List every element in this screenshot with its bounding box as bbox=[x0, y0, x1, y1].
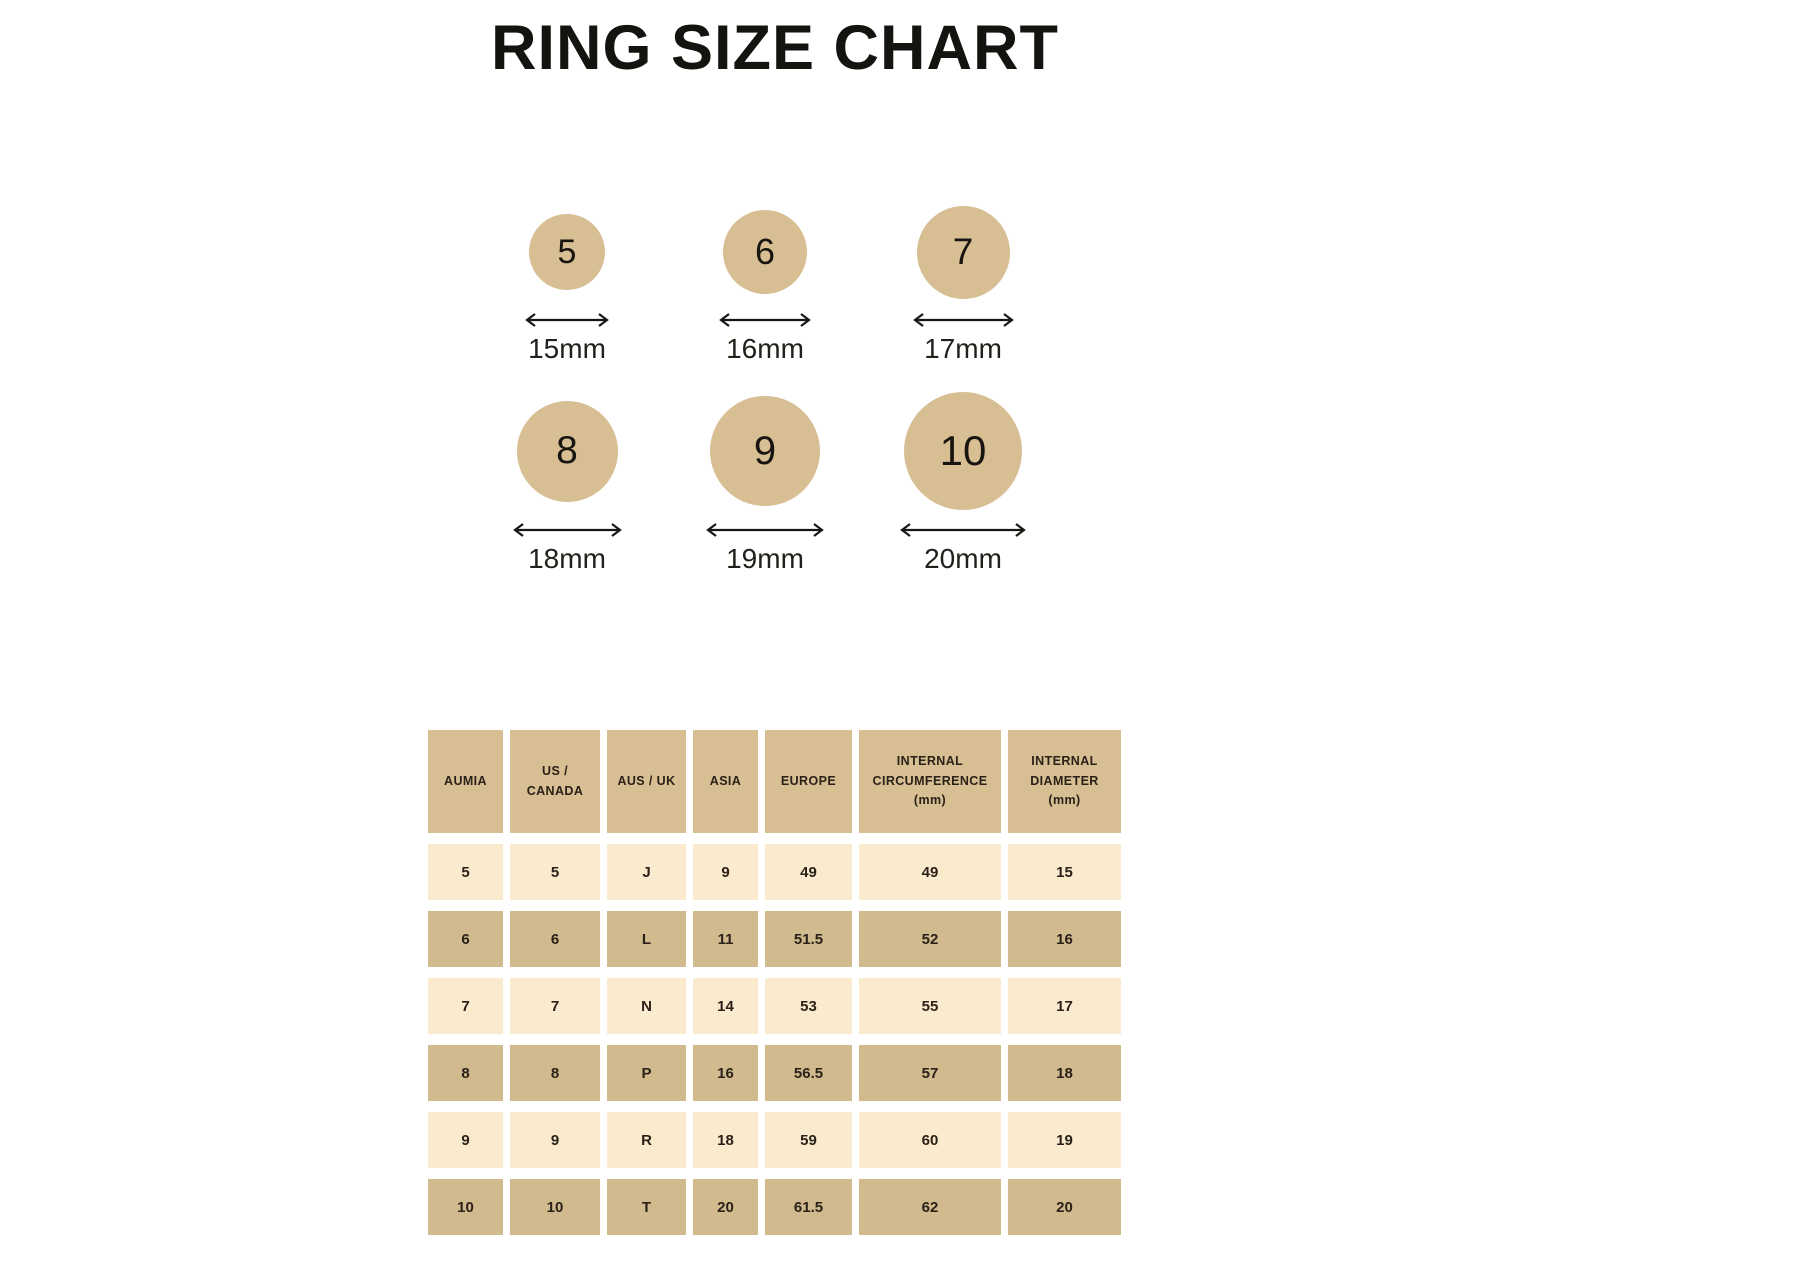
table-cell: T bbox=[607, 1179, 686, 1235]
table-cell: 55 bbox=[859, 978, 1001, 1034]
table-cell: 53 bbox=[765, 978, 852, 1034]
table-cell: 17 bbox=[1008, 978, 1121, 1034]
table-cell: R bbox=[607, 1112, 686, 1168]
ring-size-item: 8 18mm bbox=[468, 390, 666, 575]
table-cell: 49 bbox=[765, 844, 852, 900]
table-cell: 7 bbox=[428, 978, 503, 1034]
ring-size-number: 5 bbox=[557, 232, 577, 271]
table-header-cell: US / CANADA bbox=[510, 730, 600, 833]
table-cell: 10 bbox=[510, 1179, 600, 1235]
diameter-label: 17mm bbox=[924, 333, 1002, 364]
diameter-label: 16mm bbox=[726, 333, 804, 364]
ring-circle-box: 5 bbox=[529, 206, 605, 298]
table-cell: 6 bbox=[510, 911, 600, 967]
table-cell: 6 bbox=[428, 911, 503, 967]
ring-size-item: 7 17mm bbox=[864, 205, 1062, 365]
table-cell: N bbox=[607, 978, 686, 1034]
table-cell: 9 bbox=[510, 1112, 600, 1168]
table-cell: 61.5 bbox=[765, 1179, 852, 1235]
ring-size-item: 9 19mm bbox=[666, 390, 864, 575]
ring-circle: 5 bbox=[529, 214, 605, 290]
table-cell: 60 bbox=[859, 1112, 1001, 1168]
table-cell: P bbox=[607, 1045, 686, 1101]
table-cell: 16 bbox=[693, 1045, 758, 1101]
diameter-arrow-icon bbox=[912, 313, 1014, 327]
table-header-cell: AUMIA bbox=[428, 730, 503, 833]
table-cell: 49 bbox=[859, 844, 1001, 900]
table-cell: 20 bbox=[1008, 1179, 1121, 1235]
table-header-cell: ASIA bbox=[693, 730, 758, 833]
table-cell: 19 bbox=[1008, 1112, 1121, 1168]
table-cell: J bbox=[607, 844, 686, 900]
ring-circle: 9 bbox=[710, 396, 820, 506]
diameter-arrow-icon bbox=[512, 523, 622, 537]
diameter-arrow-icon bbox=[900, 523, 1026, 537]
page-title: RING SIZE CHART bbox=[490, 13, 1059, 83]
table-cell: 9 bbox=[428, 1112, 503, 1168]
ring-diagram-row-1: 5 15mm 6 16mm 7 17mm bbox=[468, 205, 1062, 365]
table-header-cell: INTERNAL CIRCUMFERENCE (mm) bbox=[859, 730, 1001, 833]
diameter-arrow-icon bbox=[706, 523, 824, 537]
table-cell: 16 bbox=[1008, 911, 1121, 967]
ring-circle: 7 bbox=[916, 205, 1010, 299]
diameter-arrow-icon bbox=[719, 313, 811, 327]
ring-size-item: 10 20mm bbox=[864, 390, 1062, 575]
ring-circle-box: 8 bbox=[516, 390, 618, 512]
ring-size-item: 5 15mm bbox=[468, 206, 666, 365]
ring-size-item: 6 16mm bbox=[666, 206, 864, 365]
ring-size-number: 6 bbox=[754, 231, 776, 272]
table-header-cell: AUS / UK bbox=[607, 730, 686, 833]
ring-size-number: 8 bbox=[556, 429, 578, 472]
ring-diagram-row-2: 8 18mm 9 19mm 10 20mm bbox=[468, 390, 1062, 575]
table-cell: 8 bbox=[428, 1045, 503, 1101]
diameter-arrow-icon bbox=[525, 313, 609, 327]
diameter-label: 20mm bbox=[924, 543, 1002, 574]
table-header-cell: EUROPE bbox=[765, 730, 852, 833]
table-cell: 18 bbox=[1008, 1045, 1121, 1101]
diameter-label: 15mm bbox=[528, 333, 606, 364]
table-cell: 62 bbox=[859, 1179, 1001, 1235]
ring-size-number: 7 bbox=[952, 231, 974, 272]
ring-circle-box: 9 bbox=[710, 390, 820, 512]
ring-circle: 8 bbox=[516, 400, 618, 502]
table-cell: 14 bbox=[693, 978, 758, 1034]
table-header-cell: INTERNAL DIAMETER (mm) bbox=[1008, 730, 1121, 833]
table-cell: 5 bbox=[510, 844, 600, 900]
table-cell: 11 bbox=[693, 911, 758, 967]
ring-circle-box: 6 bbox=[723, 206, 807, 298]
ring-circle: 6 bbox=[723, 210, 807, 294]
ring-circle: 10 bbox=[904, 392, 1022, 510]
ring-circle-box: 10 bbox=[904, 390, 1022, 512]
table-cell: 20 bbox=[693, 1179, 758, 1235]
table-cell: 59 bbox=[765, 1112, 852, 1168]
table-cell: 18 bbox=[693, 1112, 758, 1168]
table-cell: 51.5 bbox=[765, 911, 852, 967]
table-cell: 10 bbox=[428, 1179, 503, 1235]
table-cell: 15 bbox=[1008, 844, 1121, 900]
diameter-label: 18mm bbox=[528, 543, 606, 574]
ring-circle-box: 7 bbox=[916, 205, 1010, 299]
table-cell: 7 bbox=[510, 978, 600, 1034]
ring-size-number: 9 bbox=[753, 428, 777, 473]
diameter-label: 19mm bbox=[726, 543, 804, 574]
table-cell: 9 bbox=[693, 844, 758, 900]
table-cell: 57 bbox=[859, 1045, 1001, 1101]
ring-size-number: 10 bbox=[939, 427, 987, 474]
table-cell: L bbox=[607, 911, 686, 967]
table-cell: 5 bbox=[428, 844, 503, 900]
table-cell: 52 bbox=[859, 911, 1001, 967]
ring-size-table: AUMIA US / CANADA AUS / UK ASIA EUROPE INTERN… bbox=[428, 730, 1121, 1235]
table-cell: 8 bbox=[510, 1045, 600, 1101]
table-cell: 56.5 bbox=[765, 1045, 852, 1101]
